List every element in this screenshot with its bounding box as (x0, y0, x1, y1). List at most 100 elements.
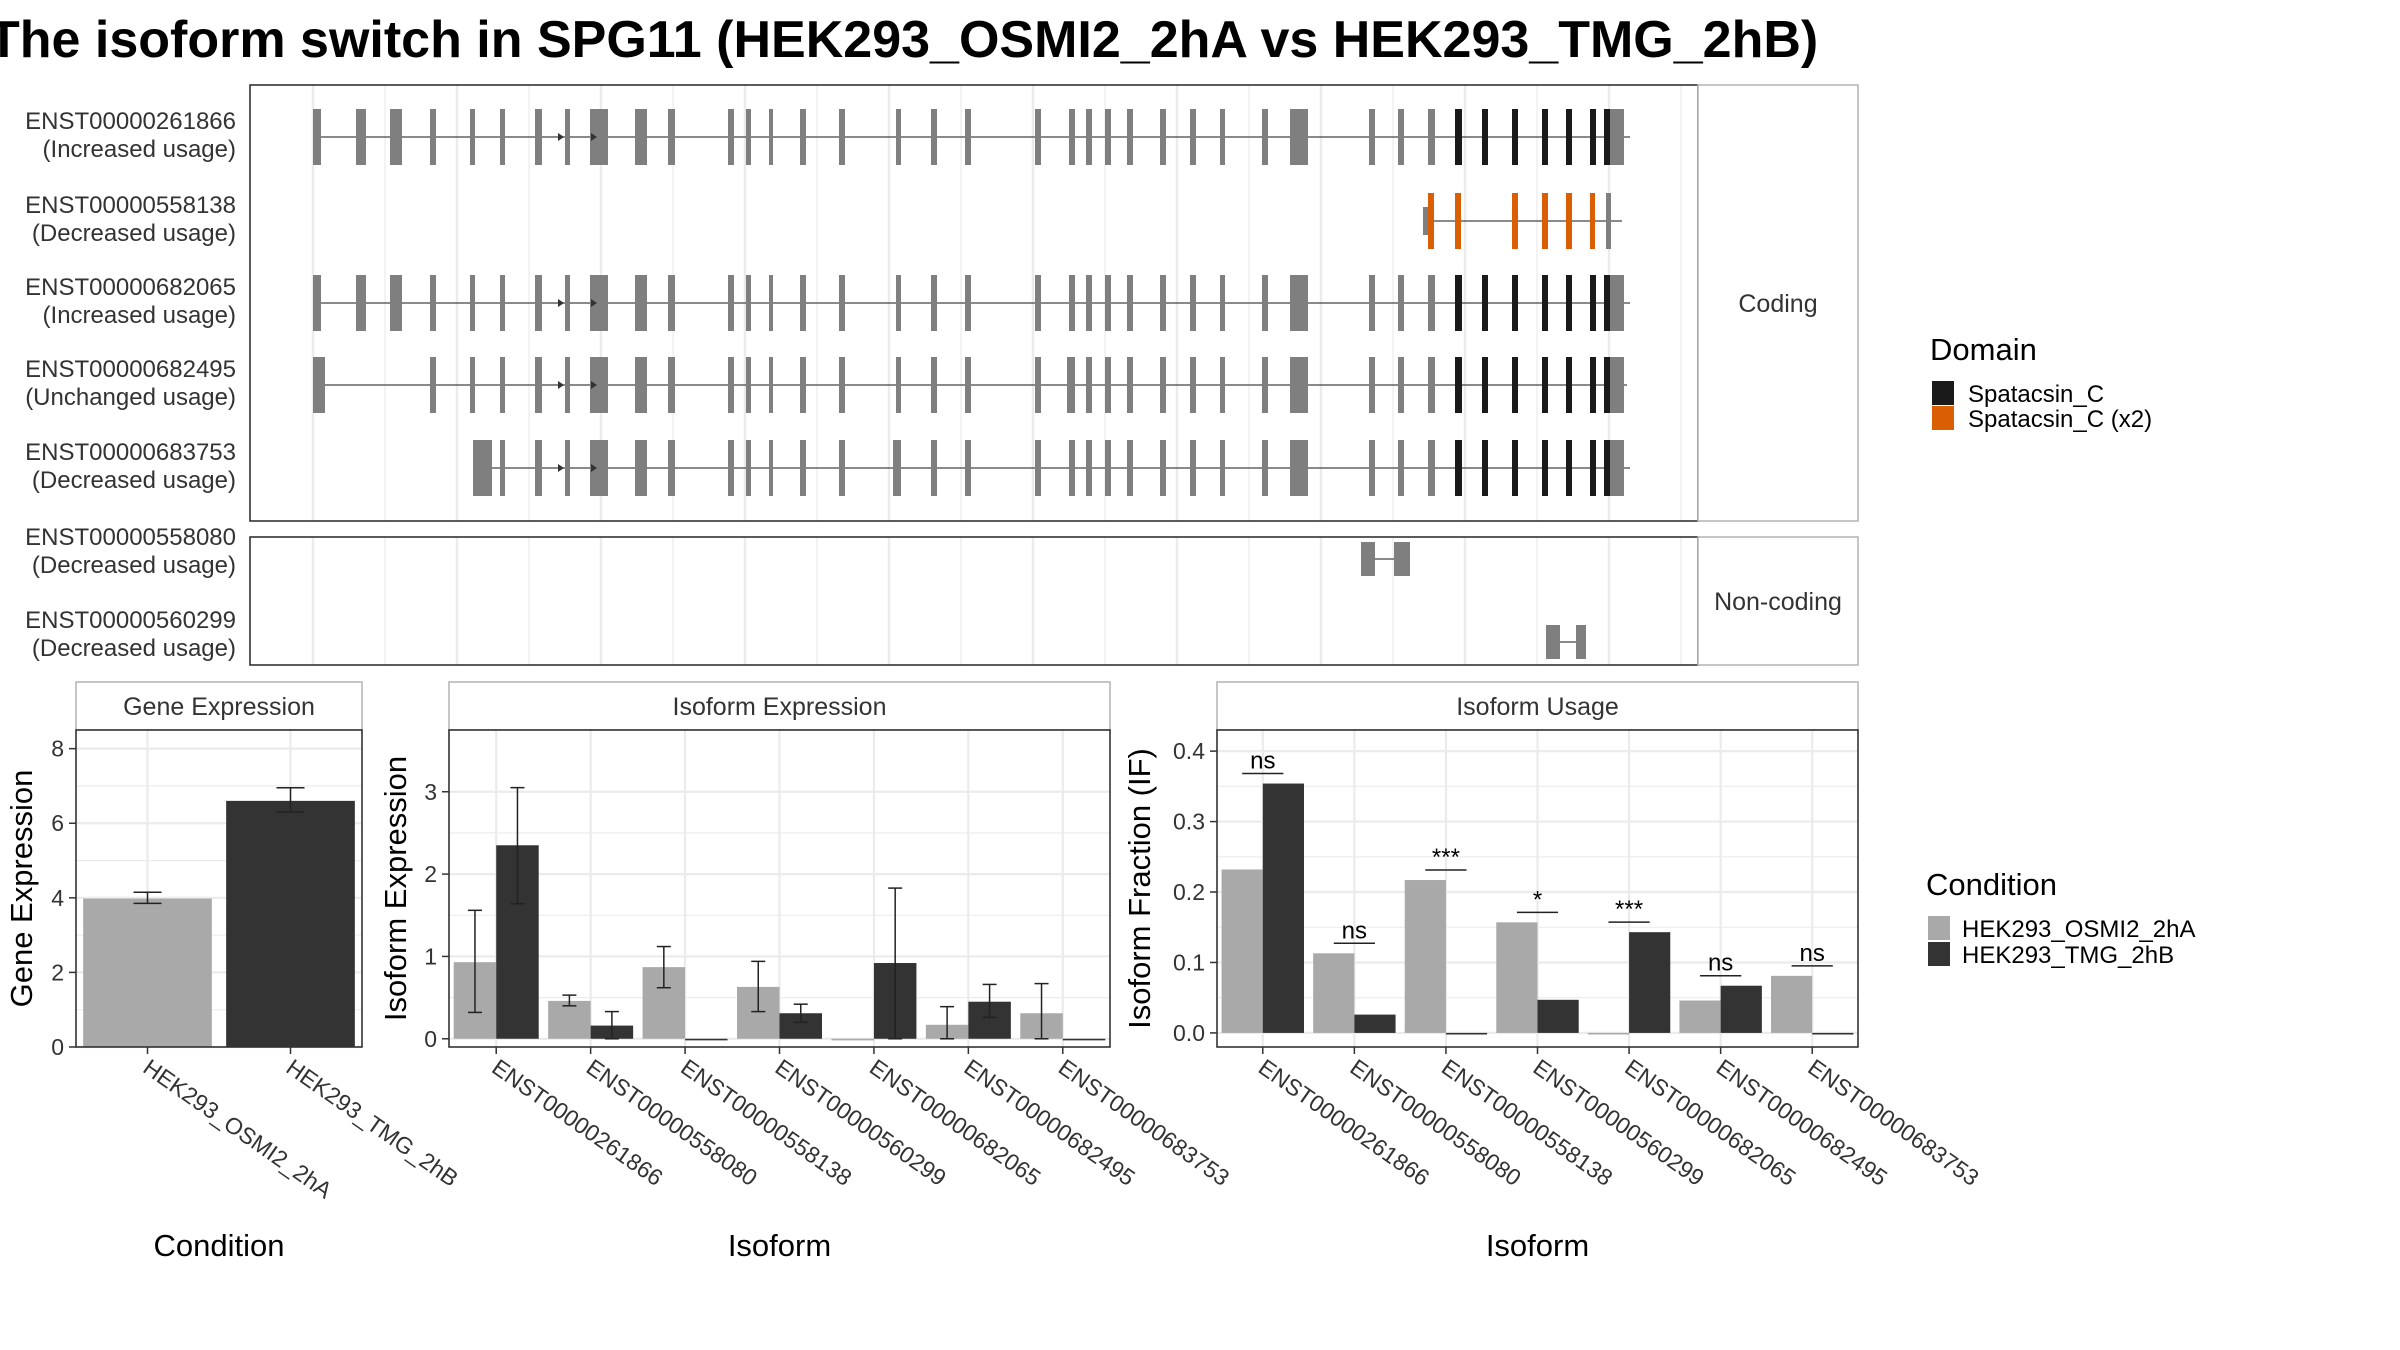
exon-enst00000682495-37 (1604, 357, 1610, 413)
chart-panel-border (448, 729, 1111, 1048)
exon-enst00000261866-21 (1086, 109, 1092, 165)
exon-enst00000682065-39 (1610, 275, 1624, 331)
bar-enst00000558138-hek293_osmi2_2ha (1404, 880, 1446, 1033)
exon-enst00000261866-19 (1035, 109, 1041, 165)
exon-enst00000261866-14 (800, 109, 806, 165)
exon-enst00000682495-22 (1160, 357, 1166, 413)
exon-enst00000682065-3 (470, 275, 475, 331)
isoform-usage-label: (Increased usage) (43, 136, 236, 163)
exon-enst00000682065-33 (1482, 275, 1488, 331)
exon-enst00000261866-40 (313, 109, 321, 165)
exon-enst00000682065-31 (1428, 275, 1435, 331)
bar-enst00000683753-hek293_osmi2_2ha (1771, 975, 1813, 1033)
x-tick-label: ENST00000558080 (582, 1054, 762, 1191)
chart-panel-border (1216, 729, 1859, 1048)
exon-enst00000682495-8 (668, 357, 675, 413)
exon-enst00000558138-3 (1512, 193, 1518, 249)
x-tick-label: ENST00000682065 (1620, 1054, 1800, 1191)
exon-enst00000682495-0 (430, 357, 436, 413)
exon-enst00000683753-5 (635, 440, 647, 496)
condition-legend-swatch-a (1928, 916, 1950, 940)
condition-legend-swatch-b (1928, 942, 1950, 966)
x-axis-title: Isoform (728, 1228, 831, 1263)
exon-enst00000682065-8 (600, 275, 604, 331)
strand-arrow-enst00000682495-0 (558, 381, 564, 389)
exon-enst00000682495-11 (769, 357, 773, 413)
nc-exon-enst00000560299-0 (1546, 625, 1560, 659)
exon-enst00000682495-29 (1428, 357, 1435, 413)
exon-enst00000261866-36 (1566, 109, 1572, 165)
exon-enst00000682065-11 (728, 275, 734, 331)
strand-arrow-enst00000682495-1 (591, 381, 597, 389)
isoform-id-label: ENST00000261866 (25, 108, 236, 135)
exon-enst00000682495-19 (1086, 357, 1092, 413)
exon-enst00000683753-30 (893, 440, 898, 496)
bar-enst00000682065-hek293_osmi2_2ha (1587, 1032, 1630, 1035)
y-tick-label: 0.1 (1173, 949, 1205, 975)
exon-enst00000682495-2 (500, 357, 505, 413)
isoform-id-label: ENST00000558138 (25, 192, 236, 219)
nc-exon-enst00000558080-1 (1394, 542, 1410, 576)
exon-enst00000683753-1 (535, 440, 542, 496)
isoform-id-label: ENST00000683753 (25, 439, 236, 466)
isoform-usage-label: (Decreased usage) (32, 635, 236, 662)
exon-enst00000261866-32 (1455, 109, 1462, 165)
exon-enst00000682495-9 (728, 357, 734, 413)
x-tick-label: ENST00000682495 (959, 1054, 1139, 1191)
isoform-id-label: ENST00000560299 (25, 607, 236, 634)
bar-enst00000558080-hek293_osmi2_2ha (548, 1000, 591, 1039)
y-tick-label: 4 (51, 885, 64, 911)
exon-enst00000683753-19 (1127, 440, 1133, 496)
exon-enst00000682495-32 (1482, 357, 1488, 413)
coding-facet-strip (1697, 84, 1859, 522)
exon-enst00000558138-1 (1428, 193, 1434, 249)
bar-hek293_osmi2_2ha-value (83, 898, 212, 1047)
exon-enst00000682495-15 (931, 357, 937, 413)
exon-enst00000261866-3 (470, 109, 475, 165)
chart-strip (1216, 681, 1859, 731)
exon-enst00000683753-38 (1610, 440, 1624, 496)
y-tick-label: 1 (424, 943, 437, 969)
strand-arrow-enst00000261866-0 (558, 133, 564, 141)
exon-enst00000558138-0 (1423, 207, 1429, 235)
exon-enst00000261866-35 (1542, 109, 1548, 165)
exon-enst00000683753-22 (1220, 440, 1225, 496)
exon-enst00000682065-16 (896, 275, 901, 331)
exon-enst00000682065-29 (1369, 275, 1375, 331)
exon-enst00000683753-6 (668, 440, 675, 496)
y-tick-label: 0.0 (1173, 1020, 1205, 1046)
bar-enst00000683753-hek293_tmg_2hb (1062, 1038, 1106, 1041)
exon-enst00000682065-32 (1455, 275, 1462, 331)
exon-enst00000682065-36 (1566, 275, 1572, 331)
exon-enst00000682065-4 (500, 275, 505, 331)
exon-enst00000261866-4 (500, 109, 505, 165)
isoform-id-label: ENST00000558080 (25, 524, 236, 551)
exon-enst00000683753-21 (1190, 440, 1196, 496)
y-tick-label: 2 (424, 861, 437, 887)
exon-enst00000683753-18 (1105, 440, 1111, 496)
exon-enst00000682065-26 (1220, 275, 1225, 331)
x-tick-label: ENST00000558138 (1437, 1054, 1617, 1191)
exon-enst00000558138-5 (1566, 193, 1572, 249)
strand-arrow-enst00000683753-1 (591, 464, 597, 472)
exon-enst00000682065-6 (565, 275, 570, 331)
exon-enst00000682495-23 (1190, 357, 1196, 413)
exon-enst00000682065-9 (635, 275, 647, 331)
domain-legend-label-spatacsin-c: Spatacsin_C (1968, 381, 2104, 408)
bar-enst00000682065-hek293_tmg_2hb (1629, 932, 1671, 1033)
exon-enst00000261866-9 (635, 109, 647, 165)
noncoding-panel-background (250, 537, 1698, 665)
isoform-usage-label: (Decreased usage) (32, 220, 236, 247)
y-tick-label: 3 (424, 779, 437, 805)
y-axis-title: Isoform Fraction (IF) (1122, 748, 1157, 1029)
exon-enst00000261866-31 (1428, 109, 1435, 165)
isoform-usage-chart: Isoform Usage 0.0 0.1 0.2 0.3 0.4 ENST00000261… (1122, 681, 1984, 1263)
strand-arrow-enst00000682065-0 (558, 299, 564, 307)
exon-enst00000683753-23 (1262, 440, 1268, 496)
isoform-expression-chart: Isoform Expression0123ENST00000261866ENS… (378, 681, 1234, 1263)
exon-enst00000261866-20 (1069, 109, 1075, 165)
bar-enst00000261866-hek293_tmg_2hb (1262, 783, 1304, 1033)
exon-enst00000261866-0 (356, 109, 366, 165)
exon-enst00000682065-34 (1512, 275, 1518, 331)
